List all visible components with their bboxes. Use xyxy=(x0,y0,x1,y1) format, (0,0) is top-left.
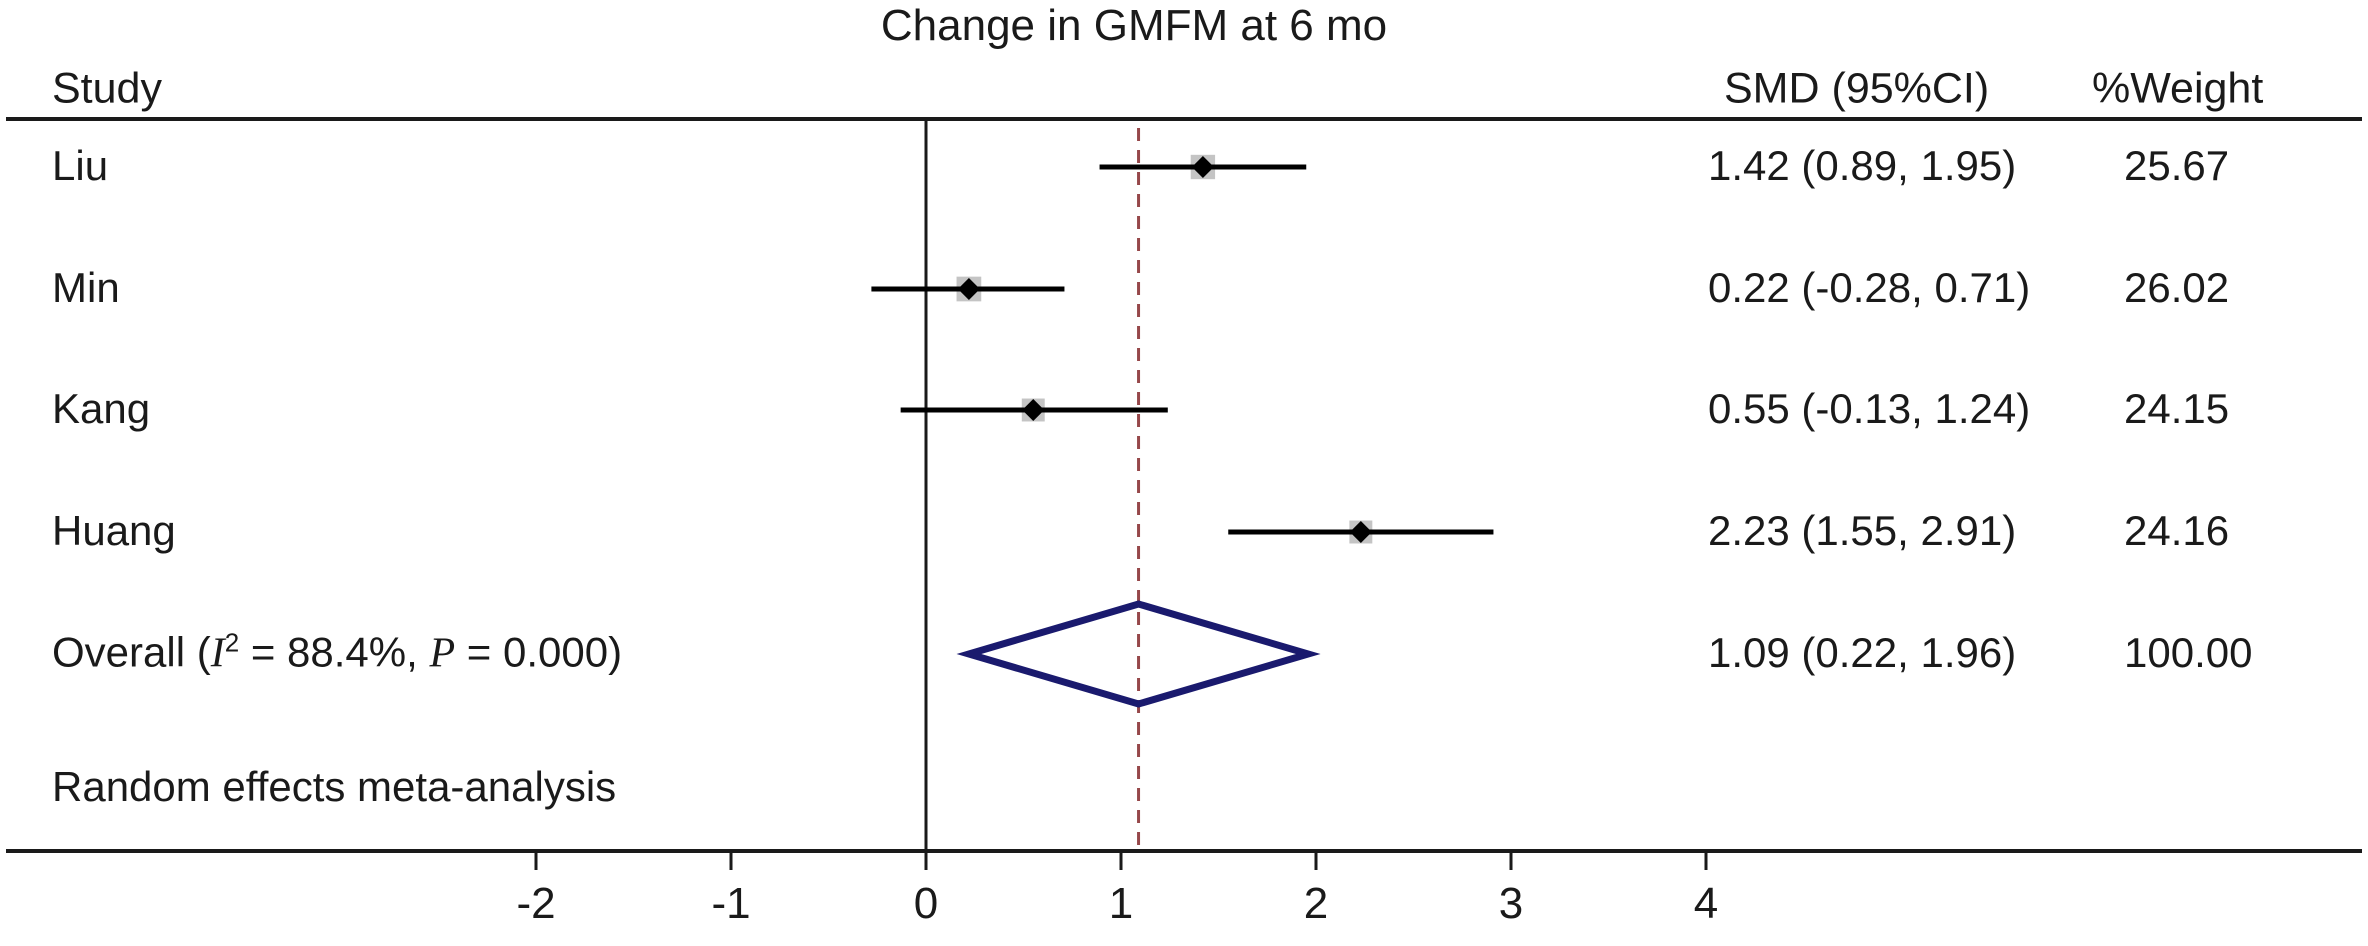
smd-value-kang: 0.55 (-0.13, 1.24) xyxy=(1708,385,2031,433)
weight-value-kang: 24.15 xyxy=(2124,385,2230,433)
overall-label-pvalue: = 0.000) xyxy=(455,628,623,676)
overall-diamond xyxy=(956,600,1321,708)
x-tick-label: 2 xyxy=(1304,879,1328,928)
overall-label-prefix: Overall ( xyxy=(52,628,211,676)
study-label-liu: Liu xyxy=(52,142,109,190)
x-tick-label: -2 xyxy=(516,879,555,928)
smd-value-huang: 2.23 (1.55, 2.91) xyxy=(1708,507,2017,555)
x-tick-label: -1 xyxy=(711,879,750,928)
smd-value-overall: 1.09 (0.22, 1.96) xyxy=(1708,629,2017,677)
column-header-weight: %Weight xyxy=(2092,64,2264,113)
weight-value-min: 26.02 xyxy=(2124,264,2230,312)
overall-label: Overall (I2 = 88.4%, P = 0.000) xyxy=(52,628,623,677)
point-estimate-marker xyxy=(1349,521,1372,543)
x-tick-label: 0 xyxy=(914,879,938,928)
study-label-kang: Kang xyxy=(52,385,151,433)
study-label-min: Min xyxy=(52,264,120,312)
weight-value-liu: 25.67 xyxy=(2124,142,2230,190)
column-header-study: Study xyxy=(52,64,162,113)
x-tick-label: 1 xyxy=(1109,879,1133,928)
chart-title: Change in GMFM at 6 mo xyxy=(880,1,1388,50)
point-estimate-marker xyxy=(957,278,980,300)
overall-label-istat: = 88.4%, xyxy=(239,628,430,676)
i-squared-exponent: 2 xyxy=(224,627,240,658)
point-estimate-marker xyxy=(1022,399,1045,421)
column-header-smd: SMD (95%CI) xyxy=(1724,64,1990,113)
model-note: Random effects meta-analysis xyxy=(52,763,617,811)
x-tick-label: 4 xyxy=(1694,879,1718,928)
study-label-huang: Huang xyxy=(52,507,176,555)
weight-value-huang: 24.16 xyxy=(2124,507,2230,555)
weight-value-overall: 100.00 xyxy=(2124,629,2253,677)
point-estimate-marker xyxy=(1191,156,1214,178)
p-value-symbol: P xyxy=(429,630,456,677)
smd-value-liu: 1.42 (0.89, 1.95) xyxy=(1708,142,2017,190)
x-tick-label: 3 xyxy=(1499,879,1523,928)
smd-value-min: 0.22 (-0.28, 0.71) xyxy=(1708,264,2031,312)
i-squared-symbol: I xyxy=(210,630,225,677)
